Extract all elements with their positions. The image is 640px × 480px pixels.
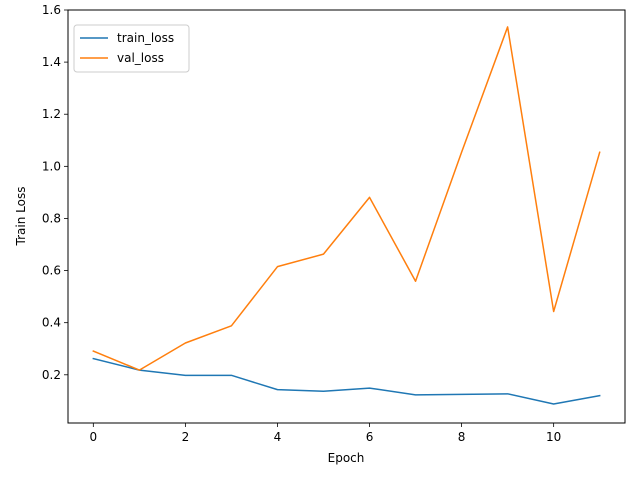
- y-tick-label: 0.4: [42, 316, 61, 330]
- y-tick-label: 0.6: [42, 264, 61, 278]
- y-axis-title: Train Loss: [14, 187, 28, 247]
- x-tick-label: 10: [546, 430, 561, 444]
- x-tick-label: 6: [366, 430, 374, 444]
- x-tick-label: 8: [458, 430, 466, 444]
- legend-box: [73, 24, 190, 73]
- y-axis: 0.2 0.4 0.6 0.8 1.0 1.2 1.4 1.6: [42, 3, 68, 382]
- y-tick-label: 1.0: [42, 159, 61, 173]
- plot-area: [92, 26, 601, 405]
- y-tick-label: 1.2: [42, 107, 61, 121]
- legend-label-val-loss: val_loss: [117, 51, 164, 65]
- series-line-val-loss: [92, 26, 601, 371]
- y-tick-label: 1.4: [42, 55, 61, 69]
- series-line-train-loss: [92, 357, 601, 405]
- x-tick-label: 0: [89, 430, 97, 444]
- y-tick-label: 1.6: [42, 3, 61, 17]
- x-axis: 0 2 4 6 8 10: [89, 423, 561, 444]
- x-axis-title: Epoch: [328, 451, 365, 465]
- y-tick-label: 0.8: [42, 211, 61, 225]
- legend: train_loss val_loss: [73, 24, 190, 73]
- legend-label-train-loss: train_loss: [117, 31, 174, 45]
- x-tick-label: 2: [182, 430, 190, 444]
- x-tick-label: 4: [274, 430, 282, 444]
- y-tick-label: 0.2: [42, 368, 61, 382]
- axes-frame: [67, 9, 626, 424]
